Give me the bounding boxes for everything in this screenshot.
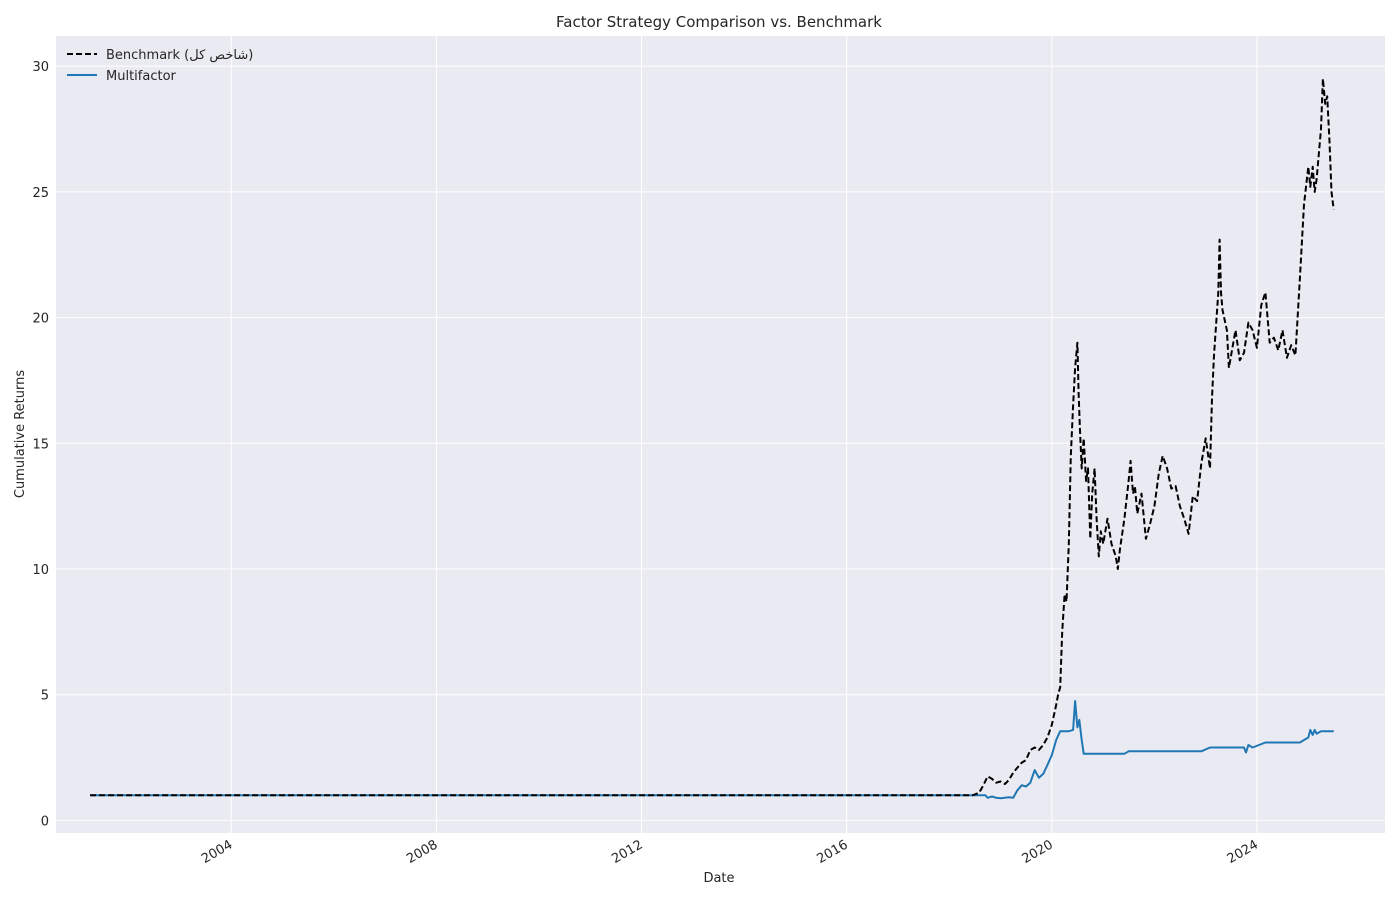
- y-tick-label: 25: [32, 186, 49, 201]
- y-tick-label: 5: [41, 689, 49, 704]
- series-line-multifactor: [90, 700, 1334, 800]
- x-tick-label: 2008: [404, 837, 440, 867]
- y-tick-label: 20: [32, 312, 49, 327]
- plot-area: [56, 36, 1385, 833]
- x-axis-ticks: 2004 2008 2012 2016 2020 2024: [199, 837, 1261, 867]
- legend-label-multifactor: Multifactor: [106, 69, 177, 84]
- x-tick-label: 2020: [1020, 837, 1056, 867]
- x-tick-label: 2004: [199, 837, 235, 867]
- grid: [56, 36, 1385, 833]
- x-axis-label: Date: [703, 871, 734, 886]
- y-tick-label: 10: [32, 563, 49, 578]
- chart-title: Factor Strategy Comparison vs. Benchmark: [556, 13, 882, 31]
- x-tick-label: 2016: [815, 837, 851, 867]
- x-tick-label: 2024: [1225, 837, 1261, 867]
- y-tick-label: 30: [32, 60, 49, 75]
- x-tick-label: 2012: [609, 837, 645, 867]
- y-axis-label: Cumulative Returns: [13, 370, 28, 498]
- series-line-benchmark: [90, 77, 1335, 797]
- legend-label-benchmark: Benchmark (شاخص کل): [106, 48, 253, 63]
- y-tick-label: 0: [41, 814, 49, 829]
- y-tick-label: 15: [32, 437, 49, 452]
- series-layer: [90, 77, 1335, 800]
- legend: Benchmark (شاخص کل) Multifactor: [67, 48, 253, 84]
- y-axis-ticks: 0 5 10 15 20 25 30: [32, 60, 49, 829]
